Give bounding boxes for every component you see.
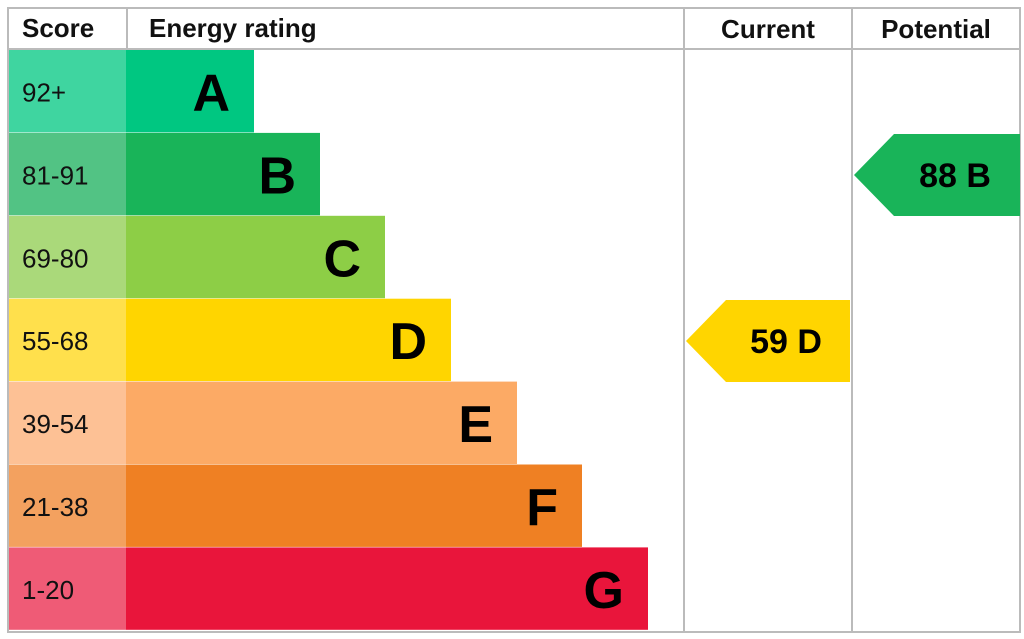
band-letter: B: [258, 147, 296, 205]
score-cell: [9, 547, 126, 630]
score-cell: [9, 298, 126, 382]
score-range: 55-68: [22, 326, 89, 356]
score-cell: [9, 381, 126, 464]
current-arrow: [686, 300, 850, 382]
rating-bar: [126, 381, 517, 464]
band-letter: G: [584, 562, 624, 620]
score-range: 39-54: [22, 409, 89, 439]
score-range: 21-38: [22, 492, 89, 522]
band-letter: E: [458, 396, 493, 454]
rating-bar: [126, 50, 254, 133]
rating-bar: [126, 132, 320, 216]
rating-bar: [126, 298, 451, 382]
score-cell: [9, 215, 126, 299]
header-energy-rating: Energy rating: [149, 13, 317, 43]
score-range: 81-91: [22, 160, 89, 190]
score-cell: [9, 132, 126, 216]
score-range: 92+: [22, 77, 66, 107]
header-score: Score: [22, 13, 94, 43]
band-letter: D: [389, 313, 427, 371]
rating-bar: [126, 215, 385, 299]
score-range: 69-80: [22, 243, 89, 273]
score-cell: [9, 464, 126, 547]
band-letter: C: [323, 230, 361, 288]
rating-bar: [126, 547, 648, 630]
header-current: Current: [721, 14, 815, 44]
potential-rating: 88 B: [919, 157, 991, 195]
score-cell: [9, 50, 126, 133]
potential-arrow: [854, 134, 1020, 216]
band-letter: A: [192, 64, 230, 122]
header-potential: Potential: [881, 14, 991, 44]
score-range: 1-20: [22, 575, 74, 605]
current-rating: 59 D: [750, 323, 822, 361]
rating-rows: 92+ A 81-91 B 69-80 C 55-68 D 39-54 E 21-38 F 1-20 G: [9, 50, 648, 630]
rating-bar: [126, 464, 582, 547]
band-letter: F: [526, 479, 558, 537]
